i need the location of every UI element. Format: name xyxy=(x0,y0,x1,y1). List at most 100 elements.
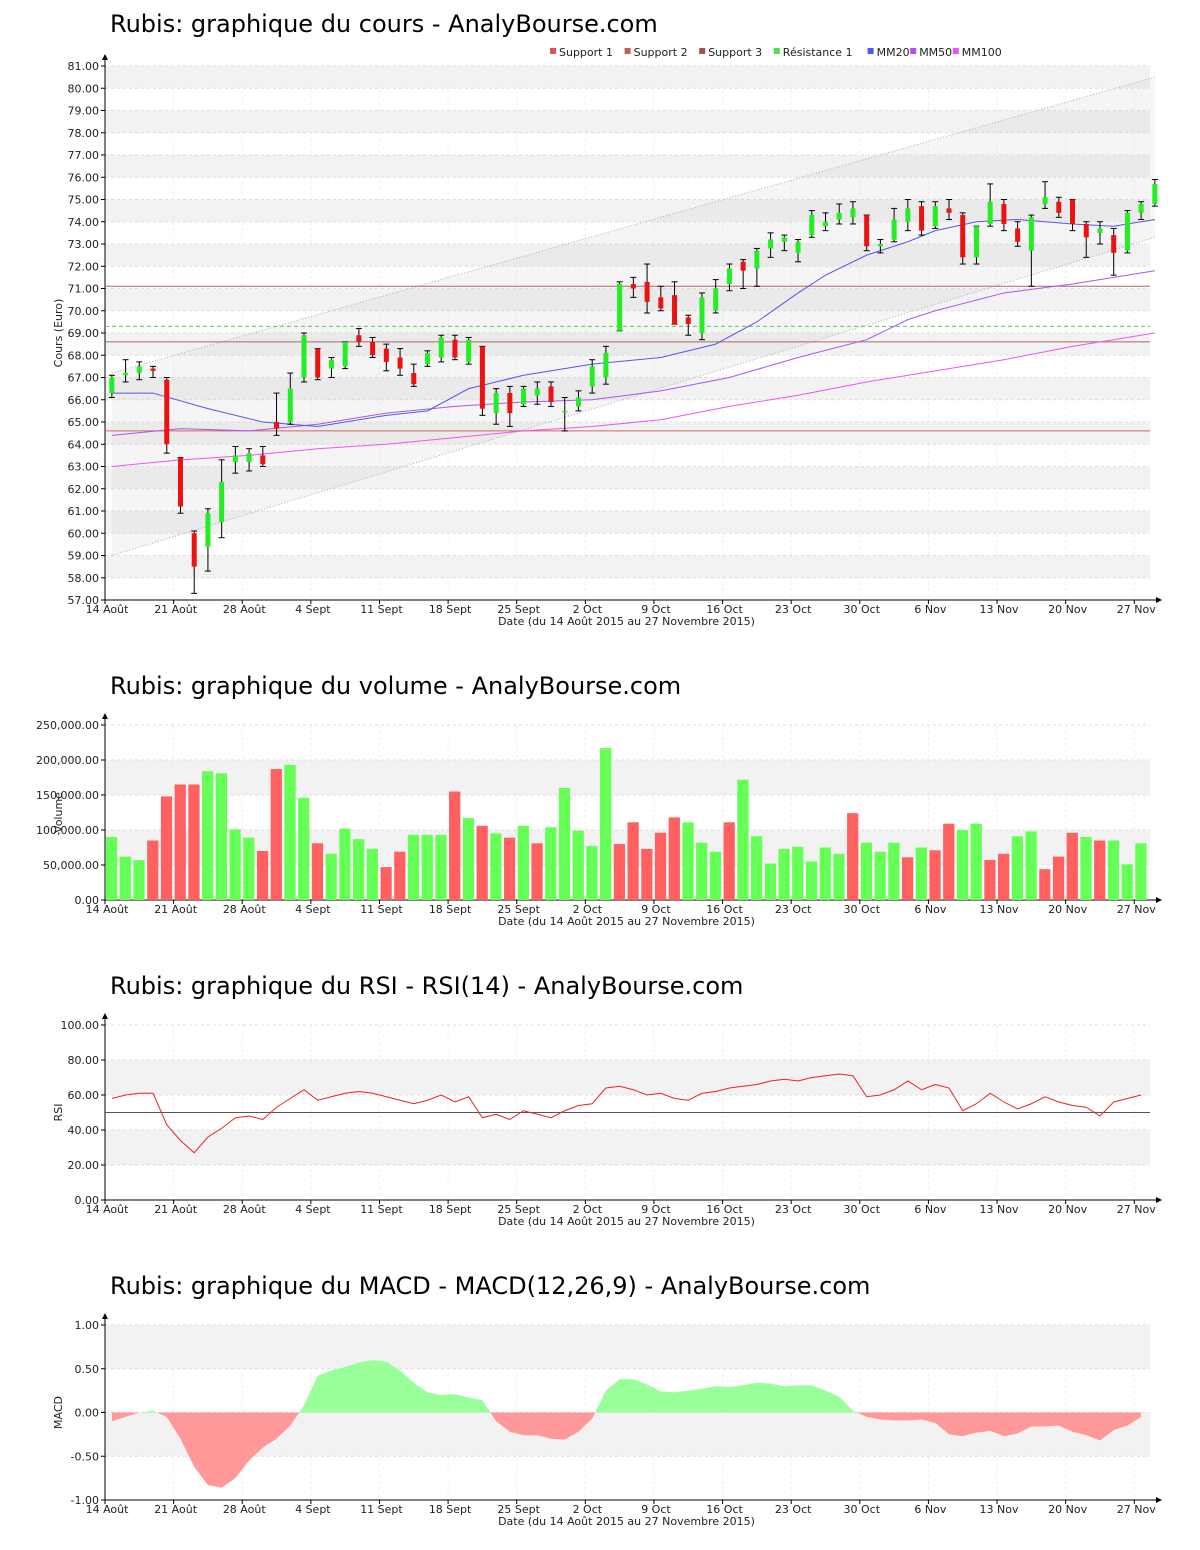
volume-bar xyxy=(998,853,1010,900)
x-tick-label: 20 Nov xyxy=(1048,1503,1087,1516)
candle-body xyxy=(1042,197,1048,204)
candle-body xyxy=(219,482,225,523)
x-tick-label: 30 Oct xyxy=(844,1203,881,1216)
volume-bar xyxy=(641,848,653,900)
volume-bar xyxy=(888,842,900,900)
legend-entry: Support 1 xyxy=(559,46,613,59)
trend-channel xyxy=(111,77,1155,556)
candle-body xyxy=(287,388,293,422)
y-tick-label: 250,000.00 xyxy=(36,719,99,732)
candle-body xyxy=(1015,228,1021,242)
macd-area-negative xyxy=(156,1412,300,1488)
grid-band xyxy=(105,466,1150,489)
y-tick-label: 72.00 xyxy=(68,260,100,273)
volume-bar xyxy=(256,851,269,900)
candle-body xyxy=(246,453,252,463)
volume-bar xyxy=(311,843,324,900)
macd-chart-title: Rubis: graphique du MACD - MACD(12,26,9)… xyxy=(110,1272,871,1300)
candle-body xyxy=(109,377,115,394)
y-tick-label: 81.00 xyxy=(68,60,100,73)
candle-body xyxy=(1124,212,1130,251)
candle-body xyxy=(726,268,732,285)
volume-bar xyxy=(819,847,831,900)
volume-bar xyxy=(325,853,337,900)
y-tick-label: 60.00 xyxy=(68,527,100,540)
volume-bar xyxy=(764,863,776,900)
volume-bar xyxy=(394,851,406,900)
y-tick-label: 58.00 xyxy=(68,572,100,585)
x-tick-label: 9 Oct xyxy=(641,903,671,916)
grid-band xyxy=(105,333,1150,356)
x-tick-label: 16 Oct xyxy=(706,903,743,916)
candle-body xyxy=(123,373,129,376)
x-tick-label: 21 Août xyxy=(154,1203,198,1216)
candle-body xyxy=(919,206,925,231)
x-tick-label: 6 Nov xyxy=(914,903,946,916)
legend-swatch xyxy=(952,48,959,54)
x-axis-label: Date (du 14 Août 2015 au 27 Novembre 201… xyxy=(498,1215,755,1228)
volume-bar xyxy=(654,832,667,900)
volume-bar xyxy=(1107,840,1120,900)
x-tick-label: 14 Août xyxy=(86,903,130,916)
y-tick-label: 65.00 xyxy=(68,416,100,429)
candle-body xyxy=(713,288,719,311)
volume-bar xyxy=(915,847,927,900)
volume-bar xyxy=(435,834,447,900)
candle-body xyxy=(781,237,787,242)
volume-bar xyxy=(627,822,639,900)
y-axis-label: RSI xyxy=(52,1104,65,1122)
candle-body xyxy=(617,284,623,331)
x-tick-label: 23 Oct xyxy=(775,1503,812,1516)
y-tick-label: 71.00 xyxy=(68,283,100,296)
candle-body xyxy=(809,215,815,236)
candle-body xyxy=(479,346,485,409)
x-tick-label: 16 Oct xyxy=(706,1503,743,1516)
candle-body xyxy=(191,533,197,567)
channel-upper-line xyxy=(111,76,1155,374)
candle-body xyxy=(1111,235,1117,253)
candle-body xyxy=(699,297,705,333)
candle-body xyxy=(754,250,760,269)
mm100-line xyxy=(111,332,1155,467)
x-tick-label: 30 Oct xyxy=(844,903,881,916)
volume-bar xyxy=(215,773,228,900)
legend-entry: Résistance 1 xyxy=(783,46,853,59)
volume-bar xyxy=(407,834,420,900)
legend-swatch xyxy=(910,48,917,54)
macd-area-positive xyxy=(139,1410,157,1413)
candle-body xyxy=(768,239,774,249)
legend-entry: MM20 xyxy=(877,46,910,59)
candle-body xyxy=(603,353,609,378)
x-tick-label: 4 Sept xyxy=(295,1503,331,1516)
x-axis-label: Date (du 14 Août 2015 au 27 Novembre 201… xyxy=(498,615,755,628)
grid-band xyxy=(105,377,1150,400)
candle-body xyxy=(932,206,938,227)
y-axis-arrow xyxy=(102,713,108,719)
y-tick-label: 20.00 xyxy=(68,1159,100,1172)
x-tick-label: 11 Sept xyxy=(360,903,403,916)
x-tick-label: 28 Août xyxy=(223,603,267,616)
x-tick-label: 18 Sept xyxy=(429,903,472,916)
volume-bar xyxy=(476,825,488,900)
legend-swatch xyxy=(699,48,706,54)
candle-body xyxy=(301,335,307,378)
candle-body xyxy=(1097,228,1103,233)
volume-bar xyxy=(847,813,859,900)
y-tick-label: 61.00 xyxy=(68,505,100,518)
y-tick-label: 80.00 xyxy=(68,82,100,95)
x-tick-label: 2 Oct xyxy=(573,903,603,916)
x-tick-label: 20 Nov xyxy=(1048,1203,1087,1216)
candle-body xyxy=(383,348,389,362)
volume-bar xyxy=(572,830,584,900)
grid-band xyxy=(105,511,1150,534)
y-tick-label: 76.00 xyxy=(68,171,100,184)
x-tick-label: 14 Août xyxy=(86,1203,130,1216)
x-axis-arrow xyxy=(1156,597,1162,603)
x-tick-label: 23 Oct xyxy=(775,603,812,616)
candle-body xyxy=(562,410,568,413)
volume-bar xyxy=(1121,864,1133,900)
volume-bar xyxy=(737,779,749,900)
volume-bar xyxy=(943,823,955,900)
y-tick-label: 60.00 xyxy=(68,1089,100,1102)
volume-bar xyxy=(298,797,310,900)
